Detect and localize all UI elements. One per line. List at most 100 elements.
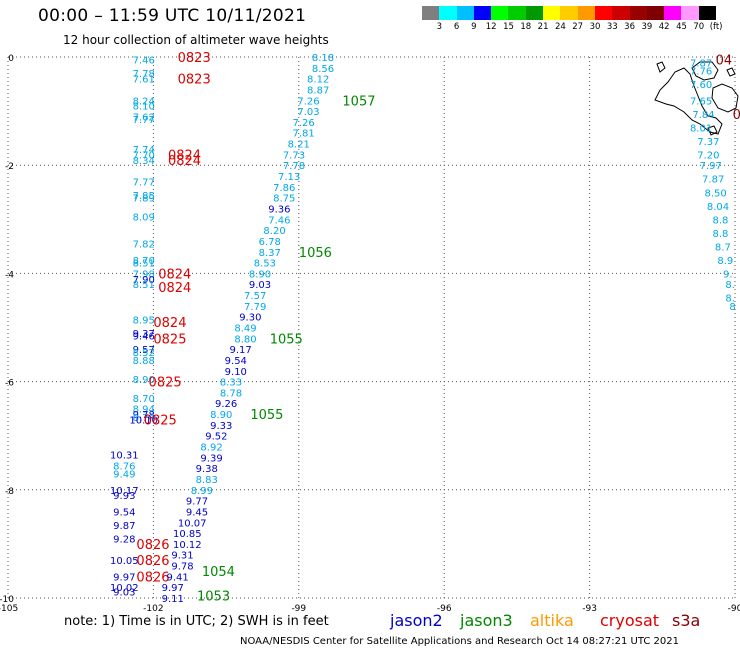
legend-tick-label: 45	[676, 22, 687, 32]
wave-height-value: 10.02	[110, 583, 139, 594]
wave-height-value: 9.41	[167, 572, 189, 583]
legend-tick-label: (ft)	[709, 22, 723, 32]
pass-time-label: 0825	[153, 332, 186, 347]
wave-height-value: 7.98	[133, 269, 155, 280]
wave-height-value: 8	[729, 302, 735, 313]
wave-height-value: 9.10	[225, 367, 247, 378]
wave-height-value: 8.	[725, 280, 735, 291]
pass-time-label: 1053	[197, 589, 230, 604]
wave-height-value: 8.8	[713, 215, 729, 226]
legend-tick-label: 30	[589, 22, 601, 32]
legend-swatch	[646, 6, 665, 20]
wave-height-value: 9.49	[113, 470, 135, 481]
legend-swatch	[456, 6, 474, 20]
wave-height-value: 8.51	[133, 259, 155, 270]
wave-height-value: 10.07	[178, 518, 207, 529]
wave-height-value: 9.78	[133, 410, 155, 421]
wave-height-value: 7.78	[283, 161, 305, 172]
legend-tick-label: 27	[572, 22, 584, 32]
wave-height-value: 7.76	[690, 67, 712, 78]
pass-time-label: 1055	[250, 408, 283, 423]
galapagos-island	[691, 61, 719, 81]
wave-height-value: 8.75	[273, 194, 295, 205]
wave-height-value: 8.76	[113, 461, 135, 472]
galapagos-island	[711, 83, 739, 113]
satellite-label: jason2	[390, 611, 443, 630]
wave-height-value: 8.51	[133, 280, 155, 291]
wave-height-value: 9.54	[225, 356, 247, 367]
wave-height-value: 10.12	[173, 540, 202, 551]
wave-height-value: 7.77	[133, 177, 155, 188]
wave-height-value: 8.53	[254, 259, 276, 270]
wave-height-value: 8.18	[312, 53, 334, 64]
wave-height-value: 7.85	[133, 191, 155, 202]
wave-height-value: 8.90	[133, 375, 155, 386]
wave-height-value: 9.46	[133, 332, 155, 343]
wave-height-value: 8.70	[133, 394, 155, 405]
y-tick-label: -4	[5, 270, 14, 280]
wave-height-value: 8.33	[220, 378, 242, 389]
wave-height-value: 8.50	[704, 188, 726, 199]
legend-swatch	[560, 6, 578, 20]
satellite-label: jason3	[460, 611, 513, 630]
wave-height-value: 7.62	[133, 113, 155, 124]
legend-swatch	[439, 6, 457, 20]
x-tick-label: -93	[582, 604, 597, 614]
wave-height-value: 8.56	[312, 64, 334, 75]
y-tick-label: 0	[8, 54, 14, 64]
legend-swatch	[491, 6, 509, 20]
satellite-label: altika	[530, 611, 574, 630]
wave-height-value: 10.31	[110, 451, 139, 462]
pass-time-label: 0824	[168, 154, 201, 169]
wave-height-value: 7.73	[283, 150, 305, 161]
wave-height-value: 7.03	[297, 107, 319, 118]
wave-height-value: 8.99	[191, 486, 213, 497]
pass-time-label: 0823	[178, 51, 211, 66]
wave-height-value: 8.74	[133, 413, 155, 424]
pass-time-label: 0824	[153, 316, 186, 331]
wave-height-value: 8.24	[133, 96, 155, 107]
pass-time-label: 0825	[144, 413, 177, 428]
legend-tick-label: 42	[658, 22, 670, 32]
wave-height-value: 8.78	[220, 388, 242, 399]
wave-height-value: 7.46	[133, 56, 155, 67]
legend-swatch	[612, 6, 630, 20]
wave-height-value: 7.65	[690, 96, 712, 107]
wave-height-value: 8.01	[690, 123, 712, 134]
wave-height-value: 8.12	[307, 75, 329, 86]
legend-tick-label: 12	[485, 22, 497, 32]
x-tick-label: -90	[728, 604, 740, 614]
wave-height-value: 9.11	[162, 594, 184, 605]
wave-height-value: 7.46	[268, 215, 290, 226]
legend-swatch	[543, 6, 561, 20]
legend-swatch	[422, 6, 440, 20]
wave-height-value: 7.60	[690, 80, 712, 91]
wave-height-value: 7.61	[133, 75, 155, 86]
wave-height-value: 9.33	[210, 421, 232, 432]
map-axes: -105 -102 -99 -96 -93 -90 0 -2 -4 -6 -8 -10	[0, 54, 740, 614]
pass-time-label: 0	[733, 108, 740, 123]
wave-height-value: 9.97	[162, 583, 184, 594]
wave-height-value: 7.37	[697, 137, 719, 148]
wave-height-value: 7.78	[133, 69, 155, 80]
wave-height-value: 9.38	[196, 464, 218, 475]
wave-height-value: 9.97	[113, 572, 135, 583]
wave-height-value: 7.20	[697, 150, 719, 161]
wave-height-value: 10.17	[110, 486, 139, 497]
wave-height-value: 9.37	[133, 329, 155, 340]
wave-height-value: 9.54	[113, 507, 135, 518]
legend-tick-label: 21	[537, 22, 549, 32]
legend-swatch	[525, 6, 544, 20]
wave-height-value: 8.7	[715, 242, 731, 253]
wave-height-value: 8.20	[263, 226, 285, 237]
altimeter-tracks: 7.467.787.618.248.107.627.777.747.708.34…	[110, 51, 740, 605]
wave-height-value: 9.28	[113, 534, 135, 545]
wave-height-value: 8.94	[133, 405, 155, 416]
wave-height-value: 8.37	[259, 248, 281, 259]
legend-swatch	[664, 6, 682, 20]
wave-height-value: 7.89	[133, 194, 155, 205]
wave-height-value: 9.45	[186, 507, 208, 518]
pass-time-label: 0823	[178, 73, 211, 88]
header-title: 00:00 – 11:59 UTC 10/11/2021	[38, 6, 307, 26]
